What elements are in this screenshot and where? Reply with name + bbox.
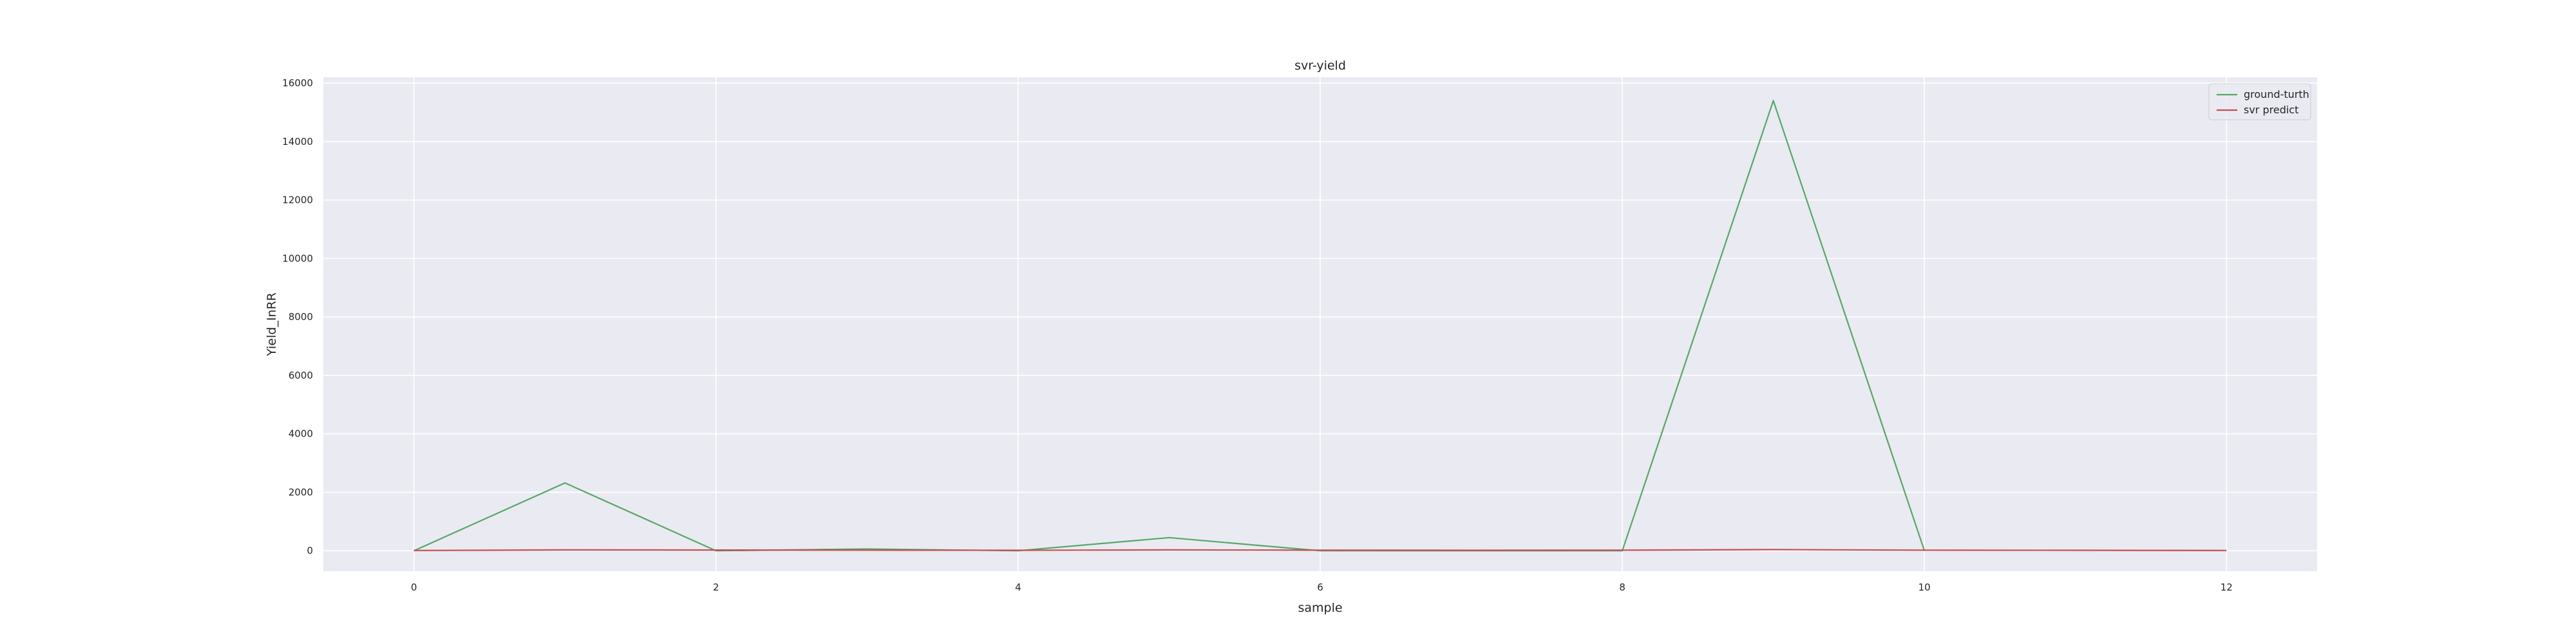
- legend-label: svr predict: [2244, 104, 2298, 116]
- y-tick-label: 0: [307, 545, 313, 556]
- x-tick-label: 12: [2221, 582, 2233, 593]
- y-tick-label: 12000: [282, 194, 313, 206]
- series-layer: [413, 100, 2227, 552]
- y-tick-label: 14000: [282, 136, 313, 147]
- x-tick-label: 8: [1619, 582, 1625, 593]
- y-tick-label: 10000: [282, 252, 313, 264]
- y-tick-label: 4000: [289, 428, 313, 440]
- x-tick-label: 0: [411, 582, 417, 593]
- x-tick-label: 4: [1015, 582, 1021, 593]
- y-axis-ticks: 0 2000 4000 6000 8000 10000 12000 14000 16000: [282, 77, 313, 556]
- x-tick-label: 2: [713, 582, 719, 593]
- y-tick-label: 8000: [289, 311, 313, 323]
- series-line-ground-truth: [413, 100, 1926, 552]
- series-line-svr-predict: [413, 549, 2227, 551]
- y-axis-title: Yield_InRR: [265, 292, 279, 357]
- x-axis-title: sample: [1298, 601, 1342, 615]
- legend: ground-turth svr predict: [2208, 83, 2311, 120]
- legend-label: ground-turth: [2244, 88, 2309, 100]
- chart-title: svr-yield: [1294, 59, 1346, 73]
- x-tick-label: 6: [1317, 582, 1323, 593]
- x-axis-ticks: 0 2 4 6 8 10 12: [411, 582, 2233, 593]
- y-tick-label: 16000: [282, 77, 313, 89]
- x-tick-label: 10: [1918, 582, 1931, 593]
- y-tick-label: 2000: [289, 486, 313, 498]
- y-tick-label: 6000: [289, 370, 313, 381]
